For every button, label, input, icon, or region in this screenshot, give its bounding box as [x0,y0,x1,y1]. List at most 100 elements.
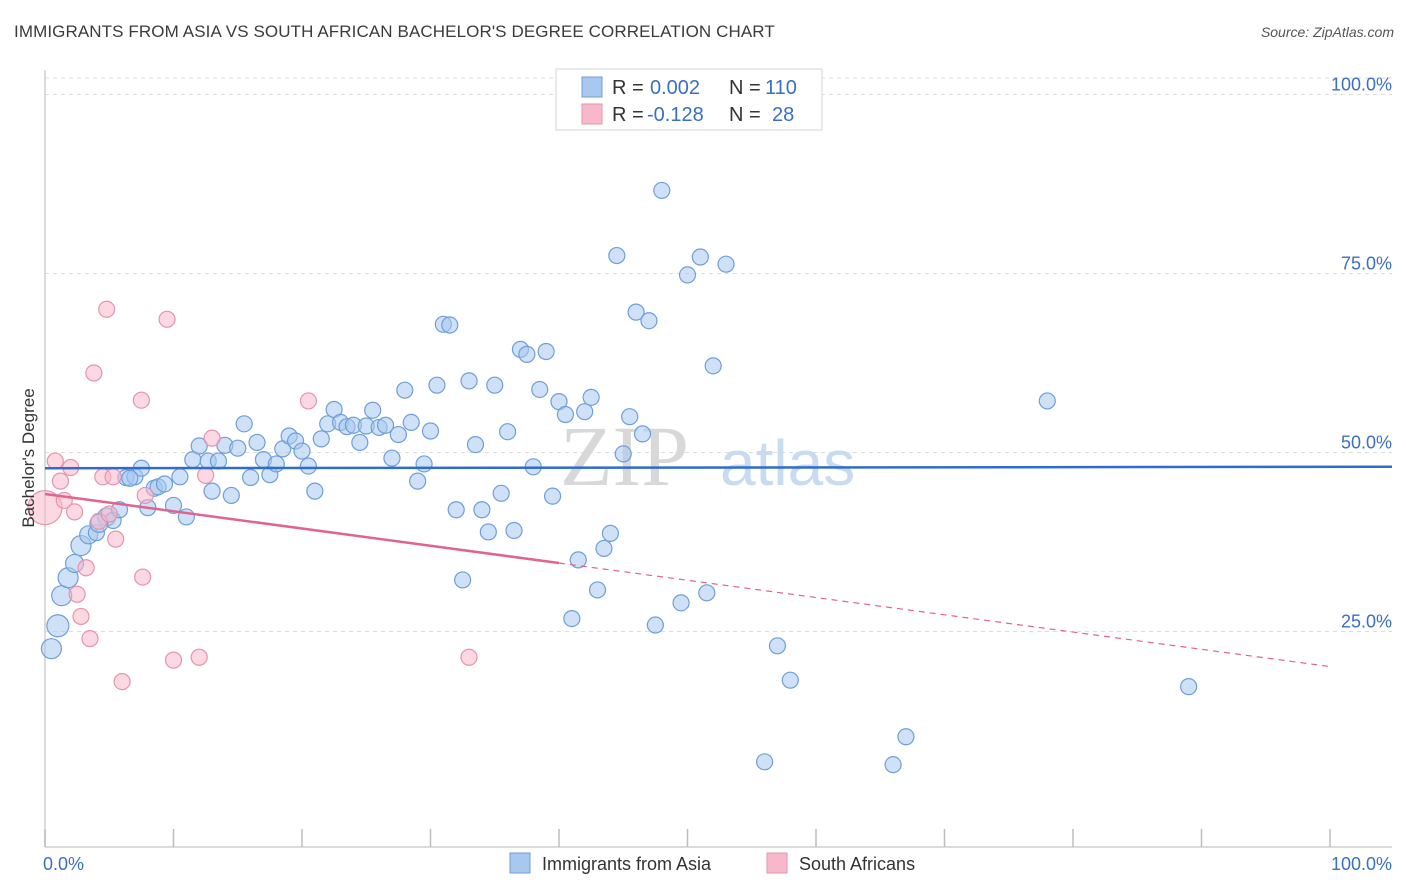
y-tick-label-3: 25.0% [1341,611,1392,631]
data-point [389,425,407,444]
data-point [447,501,465,519]
data-point [134,568,152,586]
data-point [77,559,95,577]
data-point [306,482,324,500]
data-point [299,457,318,475]
data-point [884,756,902,774]
data-point [582,388,600,406]
data-point [531,380,549,399]
data-point [492,484,510,502]
data-point [678,266,697,284]
legend-n-value-1: 110 [765,77,797,99]
y-tick-label-2: 50.0% [1341,432,1392,452]
grid-lines [45,77,1392,632]
data-point [51,472,70,490]
data-point [704,357,722,375]
data-point [46,614,70,638]
legend-swatch-pink [581,103,603,125]
data-point [441,316,459,334]
y-axis-tick-labels: 100.0% 75.0% 50.0% 25.0% [1331,74,1392,631]
chart-title: IMMIGRANTS FROM ASIA VS SOUTH AFRICAN BA… [14,22,775,41]
data-point [242,468,260,487]
legend-r-value-1: 0.002 [650,77,700,99]
data-point [421,422,440,440]
data-point [132,391,150,409]
data-point [383,449,401,467]
data-point [222,486,240,505]
trend-lines [44,465,1393,668]
data-point [717,255,735,273]
data-point [351,433,369,452]
data-point [81,630,99,648]
data-point [72,607,90,626]
legend-swatch-blue [581,76,603,98]
data-point [203,482,221,500]
data-point [155,475,174,493]
data-point [65,503,84,521]
data-point [768,637,787,655]
source-credit: Source: ZipAtlas.com [1260,24,1394,40]
legend-label-south-africans: South Africans [799,854,915,874]
data-point [190,437,208,455]
data-point [107,530,125,548]
data-point [460,648,478,666]
data-point [781,671,799,689]
legend-label-asia: Immigrants from Asia [542,854,712,874]
data-point [543,487,562,505]
legend-n-label-1: N = [729,77,761,99]
data-point [164,496,183,515]
data-point [633,425,652,443]
trend-line-south-africans-extrapolated [558,562,1331,668]
data-point [897,728,915,746]
data-point [104,468,122,486]
data-point [40,638,63,660]
legend-swatch-asia [509,852,531,874]
data-point [396,381,414,399]
data-point [409,472,427,490]
y-tick-label-1: 75.0% [1341,253,1392,273]
data-point [68,585,86,603]
data-point [164,651,183,669]
data-point [229,439,247,457]
data-point [235,415,253,433]
data-point [621,408,639,426]
data-point [698,584,716,602]
data-point [267,455,285,473]
legend-r-value-2: -0.128 [647,104,704,126]
data-point [537,342,555,361]
data-point [653,181,671,200]
data-point [466,435,485,454]
data-point [1180,678,1198,696]
data-point [121,469,139,487]
data-point [402,413,420,432]
data-point [364,401,382,419]
data-point [136,486,154,505]
data-point [486,376,504,394]
data-point [627,303,645,321]
data-point [646,616,664,634]
data-point [588,581,607,599]
x-tick-label-max: 100.0% [1331,854,1392,874]
x-tick-label-min: 0.0% [43,854,84,874]
data-point [601,524,620,542]
y-tick-label-0: 100.0% [1331,74,1392,94]
series-immigrants-from-asia [40,181,1198,774]
data-point [312,430,330,448]
legend-n-value-2: 28 [772,104,794,126]
series-south-africans [27,300,478,691]
x-axis-ticks [44,829,1331,847]
data-point [755,753,774,771]
stats-legend: R = 0.002 N = 110 R = -0.128 N = 28 [555,68,823,131]
y-axis-title: Bachelor's Degree [19,388,38,527]
data-point [518,345,536,363]
data-point [209,452,228,470]
data-point [608,246,626,265]
data-point [293,442,311,460]
data-point [190,648,208,666]
data-point [1038,392,1056,410]
trend-line-asia [44,465,1393,470]
data-point [98,300,116,318]
data-point [197,466,215,484]
data-point [640,312,658,330]
